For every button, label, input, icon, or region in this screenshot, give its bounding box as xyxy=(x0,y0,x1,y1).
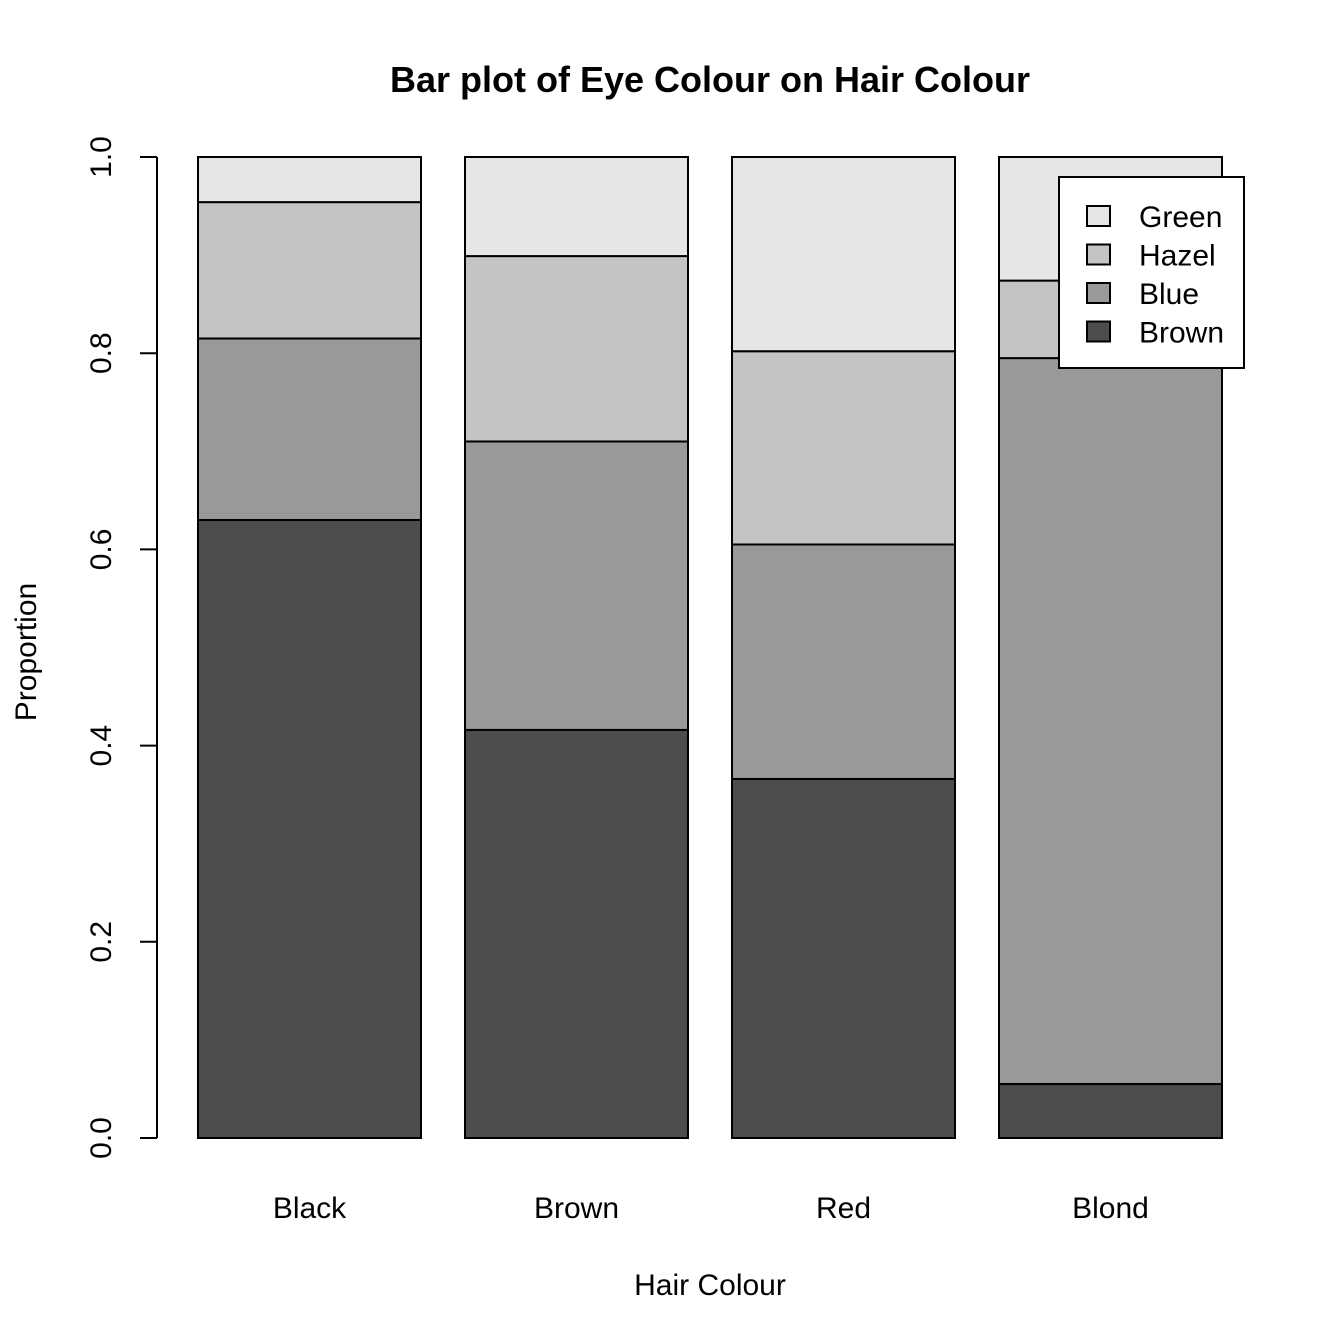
y-tick-label-0.0: 0.0 xyxy=(85,1117,118,1159)
legend-swatch-hazel xyxy=(1086,243,1111,266)
x-axis-label: Hair Colour xyxy=(634,1269,786,1302)
y-tick-label-1.0: 1.0 xyxy=(85,136,118,178)
y-axis: 0.0 0.2 0.4 0.6 0.8 1.0 xyxy=(85,136,158,1159)
y-tick-label-0.6: 0.6 xyxy=(85,529,118,571)
x-category-label-blond: Blond xyxy=(1072,1192,1149,1225)
bar-segment-brown-green xyxy=(464,156,689,258)
x-category-labels: Black Brown Red Blond xyxy=(273,1192,1149,1225)
bar-segment-brown-hazel xyxy=(464,255,689,443)
bar-segment-blond-brown xyxy=(998,1083,1223,1140)
chart-title: Bar plot of Eye Colour on Hair Colour xyxy=(390,59,1030,100)
x-category-label-black: Black xyxy=(273,1192,347,1225)
y-tick-label-0.2: 0.2 xyxy=(85,921,118,963)
bar-segment-red-brown xyxy=(731,777,956,1139)
x-category-label-brown: Brown xyxy=(534,1192,619,1225)
bar-segment-blond-blue xyxy=(998,357,1223,1086)
legend-swatch-green xyxy=(1086,205,1111,227)
bars-group xyxy=(197,156,1223,1140)
legend-swatch-blue xyxy=(1086,282,1111,304)
bar-segment-black-green xyxy=(197,156,422,204)
bar-segment-black-blue xyxy=(197,337,422,521)
legend-swatch-brown xyxy=(1086,320,1111,343)
bar-segment-black-hazel xyxy=(197,201,422,340)
legend-label-blue: Blue xyxy=(1139,278,1199,311)
bar-segment-red-blue xyxy=(731,543,956,780)
legend-label-hazel: Hazel xyxy=(1139,240,1216,273)
y-axis-label: Proportion xyxy=(10,583,43,721)
y-tick-label-0.8: 0.8 xyxy=(85,332,118,374)
bar-segment-brown-blue xyxy=(464,440,689,731)
legend-label-brown: Brown xyxy=(1139,317,1224,350)
y-tick-label-0.4: 0.4 xyxy=(85,725,118,767)
bar-segment-black-brown xyxy=(197,518,422,1139)
bar-segment-brown-brown xyxy=(464,728,689,1139)
legend-label-green: Green xyxy=(1139,201,1222,234)
legend: Green Hazel Blue Brown xyxy=(1058,176,1245,369)
bar-segment-red-green xyxy=(731,156,956,353)
bar-segment-red-hazel xyxy=(731,350,956,546)
x-category-label-red: Red xyxy=(816,1192,871,1225)
